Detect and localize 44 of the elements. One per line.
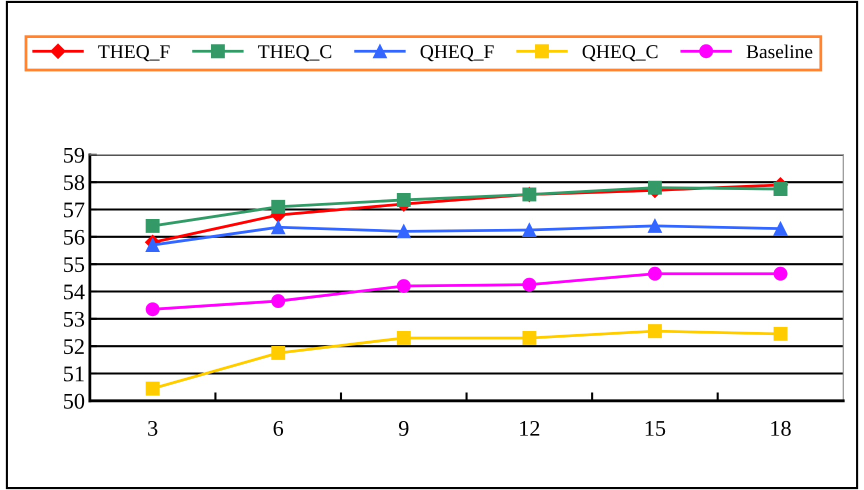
y-tick-label: 55 — [64, 257, 84, 272]
legend-label: QHEQ_F — [420, 45, 494, 62]
point — [648, 218, 662, 233]
x-tick-label: 18 — [771, 420, 791, 436]
legend-label: QHEQ_C — [582, 45, 658, 62]
x-tick-label: 3 — [148, 420, 158, 436]
point — [522, 278, 536, 292]
point — [774, 182, 788, 196]
point — [396, 279, 411, 293]
point — [774, 326, 788, 341]
legend-label: THEQ_F — [98, 45, 170, 62]
point — [271, 346, 286, 360]
legend-label: Baseline — [746, 44, 812, 58]
x-tick-label: 12 — [520, 420, 540, 436]
x-tick-label: 9 — [398, 420, 408, 436]
point — [396, 192, 411, 207]
point — [522, 331, 536, 345]
point — [271, 220, 286, 234]
point — [146, 382, 160, 396]
x-tick-label: 6 — [274, 420, 284, 436]
point — [396, 224, 411, 238]
point — [271, 200, 286, 214]
point — [146, 302, 160, 316]
point — [648, 266, 662, 281]
y-tick-label: 56 — [64, 230, 84, 245]
y-tick-label: 54 — [64, 284, 85, 300]
y-tick-label: 51 — [64, 366, 84, 382]
point — [271, 294, 286, 308]
y-tick-label: 50 — [64, 394, 84, 409]
point — [774, 266, 788, 281]
point — [396, 331, 411, 345]
y-tick-label: 59 — [64, 148, 84, 163]
point — [146, 238, 160, 252]
point — [648, 180, 662, 195]
legend-label: THEQ_C — [258, 45, 332, 62]
point — [648, 324, 662, 338]
point — [146, 218, 160, 233]
point — [522, 223, 536, 237]
y-tick-label: 57 — [64, 202, 84, 218]
y-tick-label: 58 — [64, 175, 84, 190]
y-tick-label: 53 — [64, 312, 84, 327]
x-tick-label: 15 — [646, 421, 666, 436]
y-tick-label: 52 — [64, 339, 84, 354]
point — [774, 222, 788, 236]
